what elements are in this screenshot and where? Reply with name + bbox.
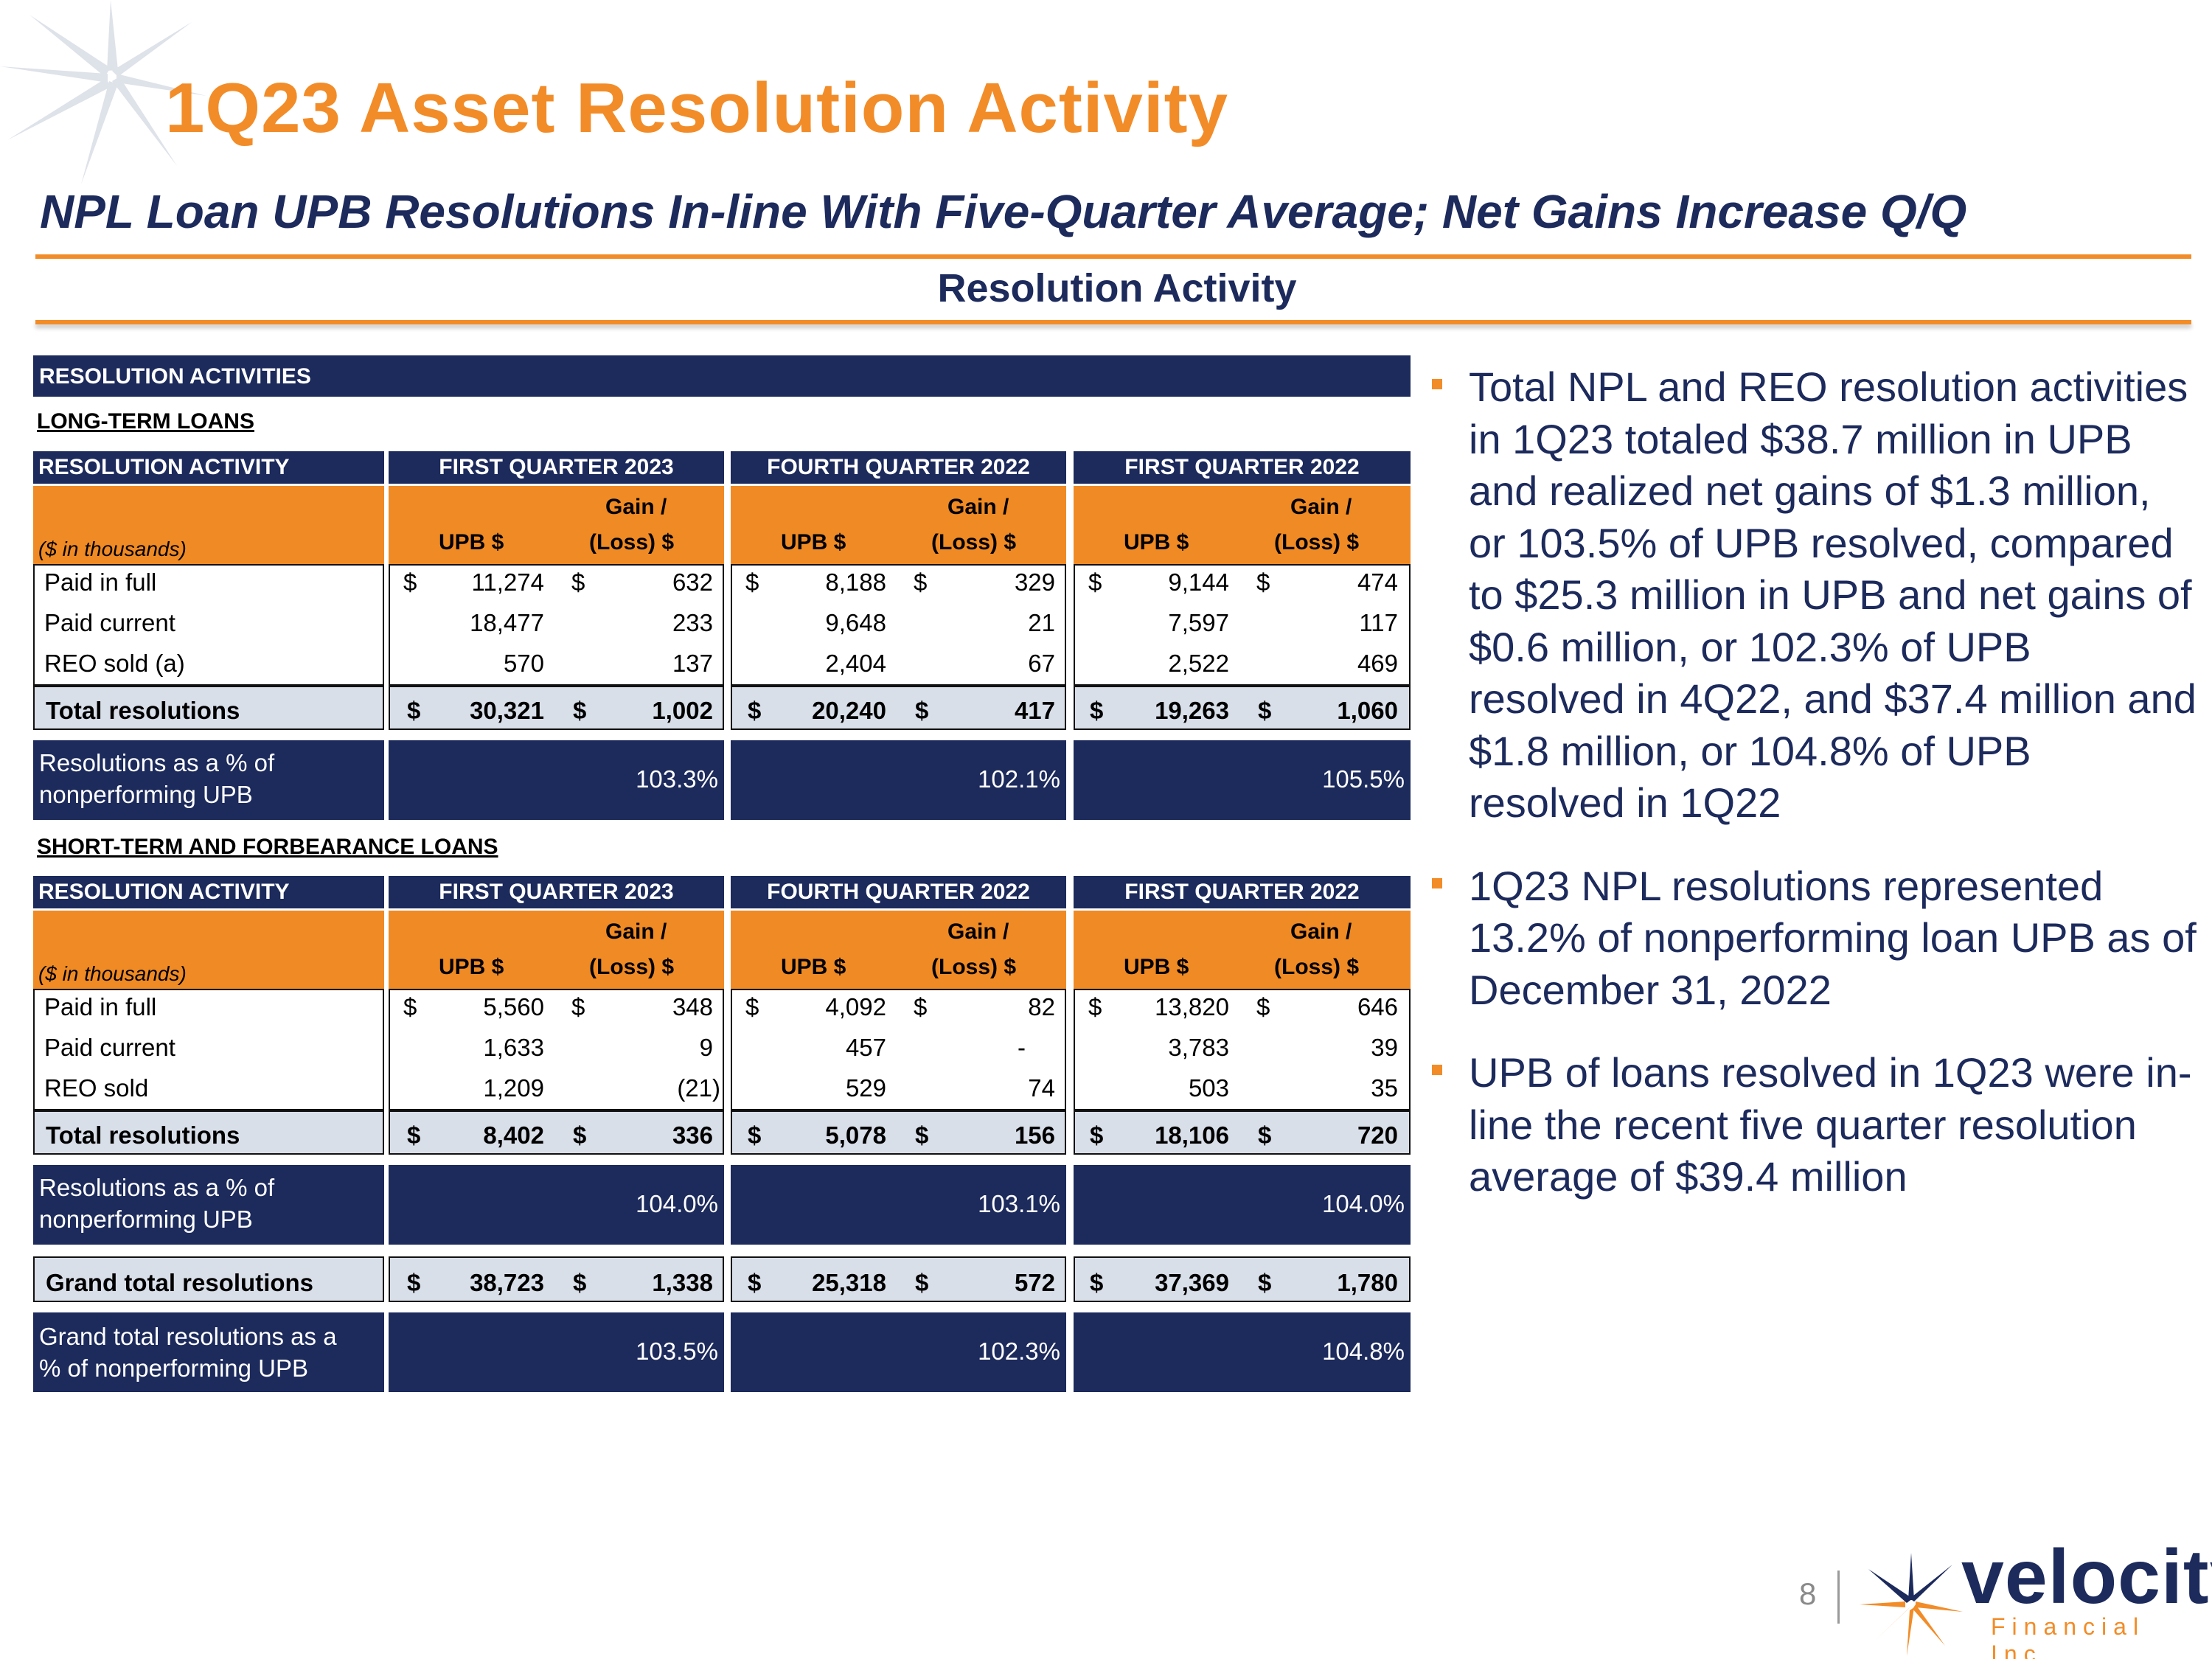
table-body-box [731, 564, 1066, 686]
pct-label-box: Resolutions as a % of nonperforming UPB [33, 1165, 384, 1245]
bullet-item: UPB of loans resolved in 1Q23 were in-li… [1430, 1047, 2197, 1203]
bullet-square-icon [1432, 877, 1442, 888]
pct-value-box: 104.0% [1074, 1165, 1411, 1245]
header-units: ($ in thousands) [33, 911, 384, 989]
pct-value-box: 102.3% [731, 1312, 1066, 1392]
total-row-box [389, 1110, 724, 1155]
total-row-box [1074, 686, 1411, 730]
table-body-box [1074, 989, 1411, 1110]
table-body-box [389, 564, 724, 686]
header-resolution-activity: RESOLUTION ACTIVITY [33, 451, 384, 484]
header-subcols-q2: UPB $ Gain / (Loss) $ [731, 911, 1066, 989]
total-row-box [731, 686, 1066, 730]
velocity-star-logo-icon [1860, 1553, 1963, 1656]
footer-divider [1837, 1571, 1840, 1624]
pct-value-box: 103.5% [389, 1312, 724, 1392]
table-body-box [33, 564, 384, 686]
table-body-box [389, 989, 724, 1110]
total-row-box [1074, 1110, 1411, 1155]
page-subtitle: NPL Loan UPB Resolutions In-line With Fi… [40, 185, 1967, 238]
header-units: ($ in thousands) [33, 486, 384, 564]
units-label: ($ in thousands) [38, 538, 187, 560]
divider [35, 320, 2191, 324]
bullet-item: Total NPL and REO resolution activities … [1430, 361, 2197, 830]
bullet-list: Total NPL and REO resolution activities … [1430, 361, 2197, 1234]
header-resolution-activity: RESOLUTION ACTIVITY [33, 876, 384, 908]
total-row-box [389, 686, 724, 730]
total-row-box [33, 1110, 384, 1155]
section-label-short-term: SHORT-TERM AND FORBEARANCE LOANS [37, 835, 498, 859]
table-body-box [731, 989, 1066, 1110]
pct-value-box: 103.1% [731, 1165, 1066, 1245]
velocity-logo-subtitle: Financial Inc. [1991, 1613, 2146, 1659]
page-title: 1Q23 Asset Resolution Activity [165, 69, 1228, 147]
total-row-box [33, 686, 384, 730]
bullet-square-icon [1432, 1065, 1442, 1075]
page-number: 8 [1799, 1576, 1817, 1611]
units-label: ($ in thousands) [38, 962, 187, 985]
header-subcols-q3: UPB $ Gain / (Loss) $ [1074, 486, 1411, 564]
header-quarter-2: FOURTH QUARTER 2022 [731, 876, 1066, 908]
table-body-box [33, 989, 384, 1110]
header-quarter-1: FIRST QUARTER 2023 [389, 451, 724, 484]
header-quarter-3: FIRST QUARTER 2022 [1074, 451, 1411, 484]
table-banner: RESOLUTION ACTIVITIES [33, 355, 1411, 397]
divider [35, 254, 2191, 259]
section-title: Resolution Activity [937, 266, 1297, 310]
pct-value-box: 102.1% [731, 740, 1066, 820]
pct-value-box: 104.8% [1074, 1312, 1411, 1392]
header-subcols-q2: UPB $ Gain / (Loss) $ [731, 486, 1066, 564]
header-subcols-q1: UPB $ Gain / (Loss) $ [389, 911, 724, 989]
table-body-box [1074, 564, 1411, 686]
grand-total-box [1074, 1256, 1411, 1302]
header-quarter-3: FIRST QUARTER 2022 [1074, 876, 1411, 908]
pct-label-box: Resolutions as a % of nonperforming UPB [33, 740, 384, 820]
decorative-star-icon [0, 0, 206, 184]
pct-label-box: Grand total resolutions as a % of nonper… [33, 1312, 384, 1392]
grand-total-box [389, 1256, 724, 1302]
bullet-square-icon [1432, 379, 1442, 389]
pct-value-box: 105.5% [1074, 740, 1411, 820]
total-row-box [731, 1110, 1066, 1155]
header-subcols-q1: UPB $ Gain / (Loss) $ [389, 486, 724, 564]
bullet-item: 1Q23 NPL resolutions represented 13.2% o… [1430, 860, 2197, 1017]
header-subcols-q3: UPB $ Gain / (Loss) $ [1074, 911, 1411, 989]
pct-value-box: 103.3% [389, 740, 724, 820]
header-quarter-2: FOURTH QUARTER 2022 [731, 451, 1066, 484]
velocity-logo-wordmark: velocity [1961, 1534, 2212, 1620]
section-label-long-term: LONG-TERM LOANS [37, 409, 254, 434]
header-quarter-1: FIRST QUARTER 2023 [389, 876, 724, 908]
pct-value-box: 104.0% [389, 1165, 724, 1245]
grand-total-box [731, 1256, 1066, 1302]
grand-total-box [33, 1256, 384, 1302]
